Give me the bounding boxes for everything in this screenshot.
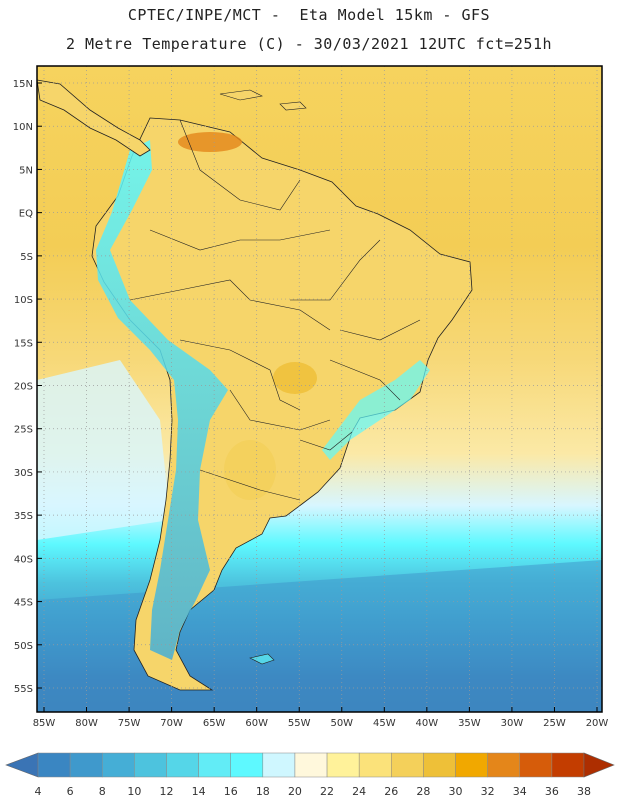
country-borders — [129, 119, 421, 501]
colorbar-label: 10 — [127, 785, 141, 798]
temperature-colorbar: 4 6 8 10 12 14 16 18 20 22 24 26 28 30 32 34 36 38 — [5, 752, 615, 798]
colorbar-segment — [519, 752, 553, 778]
lon-tick-label: 85W — [33, 718, 56, 729]
lon-tick-label: 35W — [458, 718, 481, 729]
longitude-labels: 85W 80W 75W 70W 65W 60W 55W 50W 45W 40W 35W 30W 25W 2… — [33, 707, 609, 729]
colorbar-segment — [230, 752, 264, 778]
colorbar-label: 30 — [449, 785, 463, 798]
lat-tick-label: 20S — [14, 382, 33, 393]
lon-tick-label: 45W — [373, 718, 396, 729]
lon-tick-label: 30W — [501, 718, 524, 729]
lat-tick-label: 5N — [19, 165, 33, 176]
caribbean-islands — [219, 89, 307, 111]
colorbar-label: 16 — [224, 785, 238, 798]
lat-tick-label: 30S — [14, 468, 33, 479]
colorbar-segment — [455, 752, 488, 778]
colorbar-segment — [551, 752, 585, 778]
colorbar-segment — [487, 752, 521, 778]
lon-tick-label: 65W — [203, 718, 226, 729]
colorbar-low-arrow — [5, 752, 39, 778]
lat-tick-label: 10S — [14, 295, 33, 306]
pantanal-warm-spot — [273, 362, 317, 394]
colorbar-segment — [326, 752, 360, 778]
colorbar-high-arrow — [583, 752, 615, 778]
colorbar-segment — [423, 752, 456, 778]
lon-tick-label: 80W — [75, 718, 98, 729]
colorbar-segment — [166, 752, 199, 778]
lon-tick-label: 75W — [118, 718, 141, 729]
colorbar-label: 22 — [320, 785, 334, 798]
colorbar-segment — [262, 752, 296, 778]
lon-tick-label: 50W — [330, 718, 353, 729]
colorbar-segment — [69, 752, 103, 778]
pacific-cool-band — [37, 360, 170, 540]
se-brazil-cool-patch — [322, 360, 430, 460]
map-title-line-1: CPTEC/INPE/MCT - Eta Model 15km - GFS — [127, 6, 491, 24]
colorbar-label: 18 — [256, 785, 270, 798]
lon-tick-label: 70W — [160, 718, 183, 729]
colorbar-label: 26 — [384, 785, 398, 798]
lat-tick-label: 55S — [14, 684, 33, 695]
colorbar-segment — [37, 752, 71, 778]
lat-tick-label: 35S — [14, 511, 33, 522]
lon-tick-label: 60W — [245, 718, 268, 729]
colorbar-segment — [391, 752, 424, 778]
lon-tick-label: 25W — [543, 718, 566, 729]
colorbar-segment — [358, 752, 392, 778]
colorbar-label: 38 — [577, 785, 591, 798]
colorbar-label: 36 — [545, 785, 559, 798]
lon-tick-label: 55W — [288, 718, 311, 729]
temperature-map: 15N 10N 5N EQ 5S 10S 15S 20S 25S 30S 35S 40S 45S 50S 5… — [13, 65, 609, 729]
lat-tick-label: 25S — [14, 425, 33, 436]
map-title-line-2: 2 Metre Temperature (C) - 30/03/2021 12U… — [65, 35, 553, 53]
colorbar-segment — [198, 752, 231, 778]
colorbar-label: 20 — [288, 785, 302, 798]
falkland-islands — [249, 653, 275, 665]
andes-highlands — [96, 140, 228, 660]
lat-tick-label: 15N — [13, 79, 33, 90]
colorbar-label: 34 — [513, 785, 527, 798]
lat-tick-label: EQ — [19, 209, 33, 220]
lat-tick-label: 40S — [14, 554, 33, 565]
colorbar-label: 6 — [67, 785, 74, 798]
colorbar-label: 4 — [35, 785, 42, 798]
colorbar-label: 32 — [481, 785, 495, 798]
lat-tick-label: 45S — [14, 598, 33, 609]
colorbar-label: 24 — [352, 785, 366, 798]
lat-tick-label: 5S — [20, 252, 33, 263]
colorbar-label: 8 — [99, 785, 106, 798]
colorbar-label: 14 — [192, 785, 206, 798]
lat-tick-label: 50S — [14, 641, 33, 652]
chaco-warm-spot — [224, 440, 276, 500]
lon-tick-label: 20W — [586, 718, 609, 729]
lat-tick-label: 15S — [14, 338, 33, 349]
map-frame — [36, 65, 603, 713]
lon-tick-label: 40W — [416, 718, 439, 729]
lat-tick-label: 10N — [13, 122, 33, 133]
colorbar-label: 12 — [159, 785, 173, 798]
colorbar-label: 28 — [416, 785, 430, 798]
central-america-land — [37, 79, 151, 157]
colorbar-segment — [294, 752, 328, 778]
colorbar-segment — [101, 752, 135, 778]
venezuela-hot-spot — [178, 132, 242, 152]
latitude-labels: 15N 10N 5N EQ 5S 10S 15S 20S 25S 30S 35S 40S 45S 50S 5… — [13, 79, 42, 695]
colorbar-segment — [134, 752, 167, 778]
